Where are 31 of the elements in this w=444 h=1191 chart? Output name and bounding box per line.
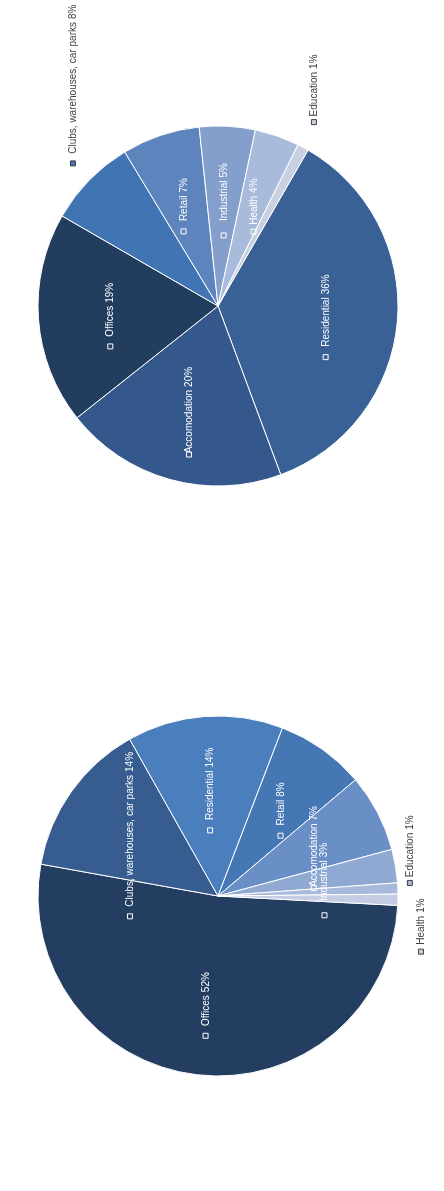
data-label: 8% <box>274 782 286 797</box>
slice-label: Residential <box>204 770 216 821</box>
data-label: 3% <box>318 842 330 858</box>
data-label: 4% <box>247 178 259 193</box>
data-label: 52% <box>199 972 211 993</box>
data-label: 14% <box>123 751 135 772</box>
slice-label: Health <box>247 195 259 225</box>
slice-label: Accomodation <box>307 823 319 887</box>
slice-label: Retail <box>274 799 286 826</box>
data-label: 20% <box>182 366 194 387</box>
slice-label: Offices <box>199 995 211 1027</box>
data-label: 19% <box>104 282 116 303</box>
data-label: 8% <box>66 4 78 19</box>
data-label: 7% <box>307 805 319 821</box>
slice-label: Industrial <box>217 180 229 222</box>
data-label: 14% <box>204 747 216 768</box>
slice-label: Clubs, warehouses, car parks <box>123 774 135 907</box>
data-label: 36% <box>319 274 331 295</box>
slice-label: Education <box>403 832 415 878</box>
data-label: 1% <box>307 54 319 69</box>
data-label: 1% <box>414 898 426 913</box>
slice-label: Health <box>414 915 426 945</box>
slice-label: Education <box>307 71 319 117</box>
slice-label: Residential <box>319 297 331 347</box>
slice-label: Retail <box>177 195 189 222</box>
slice-label: Clubs, warehouses, car parks <box>66 22 78 154</box>
slice-label: Offices <box>104 305 116 337</box>
data-label: 1% <box>403 815 415 830</box>
slice-label: Accomodation <box>182 389 194 454</box>
data-label: 5% <box>217 162 229 178</box>
data-label: 7% <box>177 177 189 193</box>
